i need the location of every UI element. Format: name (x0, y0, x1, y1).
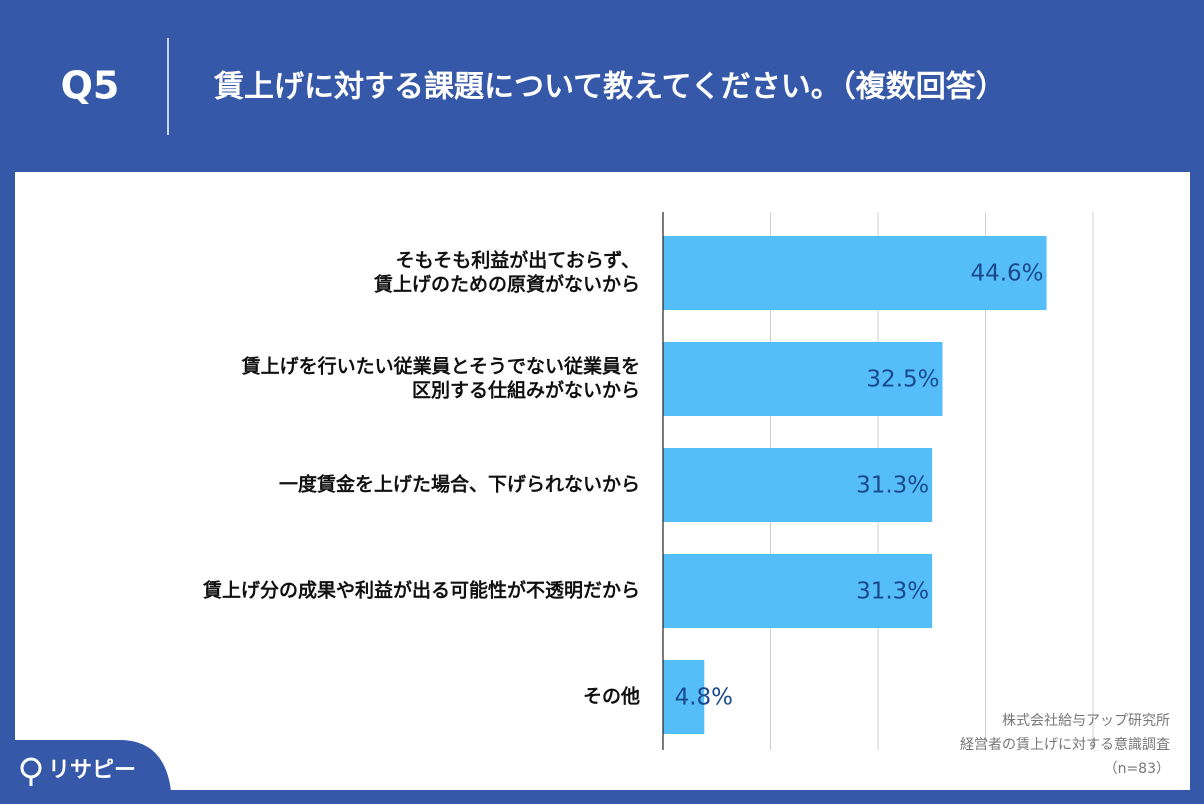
value-label: 4.8% (675, 685, 733, 711)
category-label: 賃上げのための原資がないから (373, 273, 640, 296)
bar (663, 554, 933, 628)
category-label: 区別する仕組みがないから (412, 379, 640, 402)
category-label: 賃上げ分の成果や利益が出る可能性が不透明だから (202, 579, 640, 602)
value-label: 32.5% (866, 367, 939, 393)
source-line: 株式会社給与アップ研究所 (1002, 713, 1170, 729)
bar (663, 448, 933, 522)
question-number: Q5 (61, 64, 120, 108)
bar (663, 660, 705, 734)
category-label: その他 (583, 685, 640, 708)
category-label: そもそも利益が出ておらず、 (396, 249, 640, 272)
source-line: （n=83） (1104, 761, 1170, 777)
value-label: 31.3% (856, 473, 929, 499)
bar (663, 342, 943, 416)
logo-text: リサピー (48, 758, 136, 783)
source-line: 経営者の賃上げに対する意識調査 (960, 736, 1170, 753)
value-label: 44.6% (970, 261, 1043, 287)
question-title: 賃上げに対する課題について教えてください。（複数回答） (213, 70, 1006, 105)
plot: そもそも利益が出ておらず、賃上げのための原資がないから 44.6% 賃上げを行いたい… (202, 212, 1094, 750)
value-label: 31.3% (856, 579, 929, 605)
category-label: 賃上げを行いたい従業員とそうでない従業員を (241, 355, 640, 378)
category-label: 一度賃金を上げた場合、下げられないから (279, 473, 640, 496)
bar (663, 236, 1047, 310)
logo-tab (0, 740, 172, 804)
